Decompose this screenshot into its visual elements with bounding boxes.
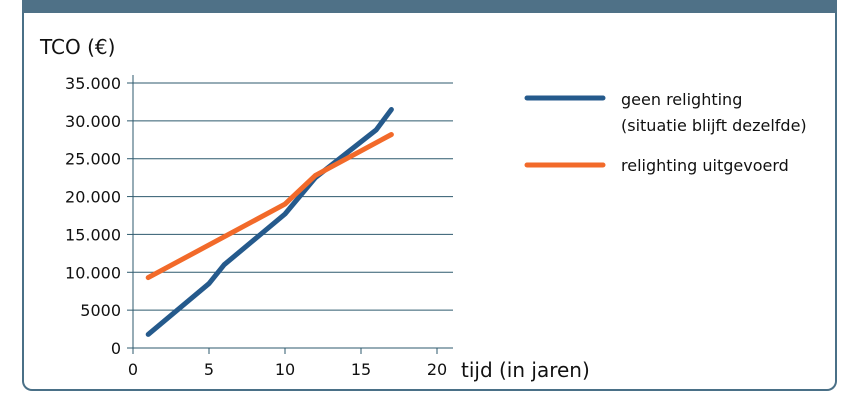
x-axis-label: tijd (in jaren): [461, 358, 590, 382]
x-tick-label: 20: [427, 360, 447, 379]
legend: geen relighting (situatie blijft dezelfd…: [524, 90, 807, 175]
legend-label-geen-relighting: geen relighting: [621, 90, 742, 109]
legend-label-geen-relighting-line2: (situatie blijft dezelfde): [621, 116, 807, 135]
y-tick-label: 10.000: [65, 263, 121, 282]
axes: [127, 75, 453, 354]
series-line-geen-relighting: [145, 107, 394, 337]
panel-header-bar: [22, 0, 837, 13]
legend-label-relighting-uitgevoerd: relighting uitgevoerd: [621, 156, 789, 175]
y-tick-label: 5000: [80, 301, 121, 320]
y-tick-label: 0: [111, 339, 121, 358]
y-tick-label: 30.000: [65, 112, 121, 131]
series-lines: [145, 107, 394, 337]
y-tick-label: 35.000: [65, 74, 121, 93]
y-tick-label: 25.000: [65, 150, 121, 169]
x-tick-label: 15: [351, 360, 371, 379]
y-tick-labels: 0 5000 10.000 15.000 20.000 25.000 30.000 35.00…: [65, 74, 121, 358]
y-tick-label: 15.000: [65, 225, 121, 244]
series-line-relighting-uitgevoerd: [145, 132, 394, 281]
x-tick-label: 10: [275, 360, 295, 379]
x-tick-label: 0: [128, 360, 138, 379]
y-tick-label: 20.000: [65, 188, 121, 207]
y-axis-label: TCO (€): [39, 35, 115, 59]
gridlines: [133, 82, 453, 311]
x-tick-label: 5: [204, 360, 214, 379]
x-tick-labels: 0 5 10 15 20: [128, 360, 447, 379]
